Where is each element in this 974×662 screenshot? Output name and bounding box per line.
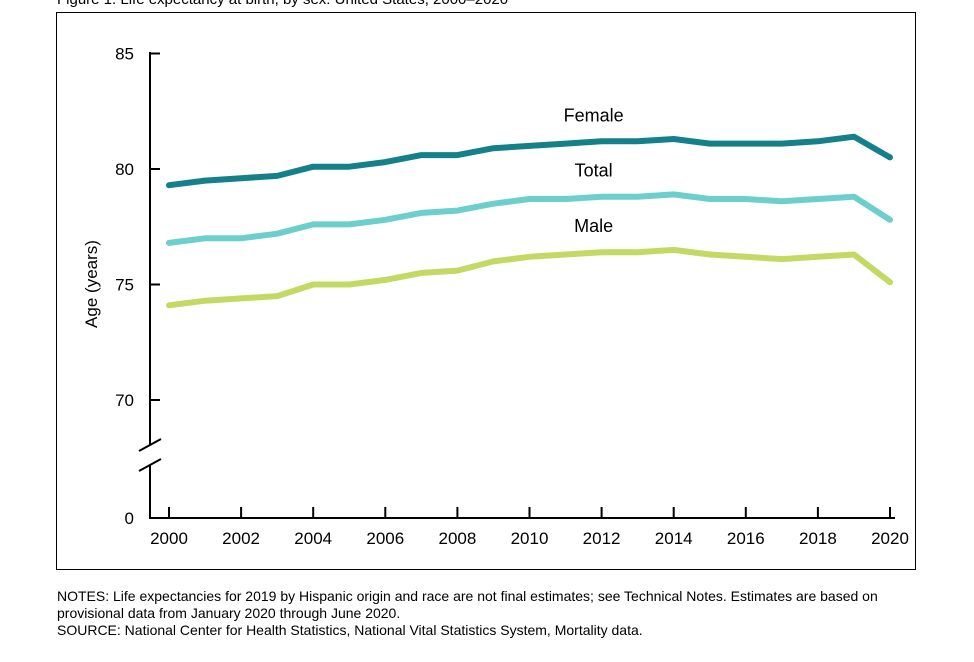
series-label-male: Male: [574, 216, 613, 236]
series-line-male: [166, 246, 893, 309]
notes-block: NOTES: Life expectancies for 2019 by His…: [57, 588, 937, 639]
y-tick-label: 0: [125, 509, 134, 528]
axis-break-mark-2: [138, 458, 162, 472]
figure-caption: Figure 1. Life expectancy at birth, by s…: [57, 0, 508, 8]
x-tick-label: 2010: [511, 529, 549, 548]
life-expectancy-line-chart: 0 70 75 80 85 2000 2002 2004 2006 2008 2010 2012 201…: [82, 45, 909, 549]
x-tick-label: 2008: [438, 529, 476, 548]
chart-frame: 0 70 75 80 85 2000 2002 2004 2006 2008 2010 2012 201…: [56, 12, 916, 570]
x-tick-label: 2004: [294, 529, 332, 548]
y-tick-label: 70: [115, 391, 134, 410]
axis-break-mark-1: [138, 438, 162, 452]
series-label-total: Total: [575, 161, 613, 181]
x-tick-label: 2014: [655, 529, 693, 548]
series-line-total: [166, 191, 893, 246]
x-tick-label: 2012: [583, 529, 621, 548]
series-label-female: Female: [564, 105, 624, 125]
y-tick-label: 85: [115, 45, 134, 64]
series-line-female: [166, 133, 893, 189]
y-tick-label: 80: [115, 160, 134, 179]
y-axis-label: Age (years): [82, 240, 101, 328]
y-tick-label: 75: [115, 276, 134, 295]
x-tick-label: 2002: [222, 529, 260, 548]
x-tick-label: 2020: [871, 529, 909, 548]
x-tick-label: 2006: [366, 529, 404, 548]
x-tick-label: 2018: [799, 529, 837, 548]
x-tick-label: 2016: [727, 529, 765, 548]
notes-text: NOTES: Life expectancies for 2019 by His…: [57, 588, 878, 621]
x-tick-label: 2000: [150, 529, 188, 548]
source-text: SOURCE: National Center for Health Stati…: [57, 622, 643, 638]
